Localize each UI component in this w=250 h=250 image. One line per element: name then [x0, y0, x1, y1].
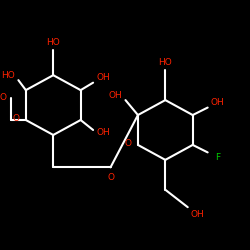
- Text: HO: HO: [46, 38, 60, 47]
- Text: OH: OH: [109, 90, 122, 100]
- Text: OH: OH: [211, 98, 224, 107]
- Text: HO: HO: [2, 71, 15, 80]
- Text: O: O: [12, 114, 20, 123]
- Text: OH: OH: [96, 73, 110, 82]
- Text: O: O: [124, 139, 132, 148]
- Text: HO: HO: [158, 58, 172, 67]
- Text: F: F: [215, 153, 220, 162]
- Text: OH: OH: [96, 128, 110, 137]
- Text: O: O: [107, 173, 114, 182]
- Text: OH: OH: [191, 210, 204, 219]
- Text: O: O: [0, 93, 7, 102]
